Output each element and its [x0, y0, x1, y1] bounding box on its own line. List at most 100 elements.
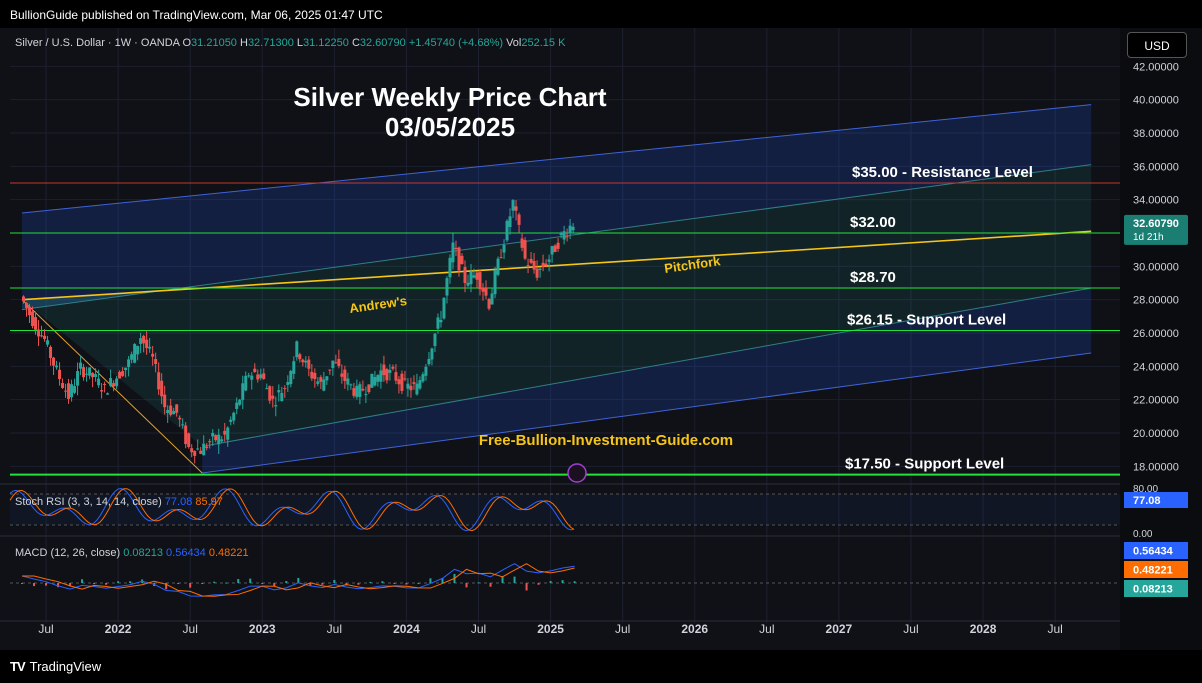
price-tick-label: 40.00000	[1133, 95, 1179, 107]
current-price-tag	[1124, 214, 1188, 245]
macd-histogram-bar	[525, 583, 528, 591]
candle-body	[475, 272, 479, 280]
event-marker-icon	[567, 463, 587, 483]
candle-body	[421, 374, 425, 382]
candle-body	[82, 367, 86, 378]
candle-body	[295, 341, 299, 358]
macd-histogram-bar	[369, 581, 372, 583]
candle-body	[28, 306, 32, 316]
candle-body	[331, 360, 335, 369]
candle-body	[148, 346, 152, 349]
candle-body	[442, 297, 446, 319]
watermark-text: Free-Bullion-Investment-Guide.com	[479, 432, 733, 449]
macd-histogram-bar	[321, 583, 324, 585]
candle-body	[79, 362, 83, 369]
candle-body	[169, 405, 173, 415]
candle-body	[544, 263, 548, 266]
price-tick-label: 26.00000	[1133, 328, 1179, 340]
chart-canvas[interactable]: Jul 2022 Jul 2023 Jul 2024 Jul 2025 Jul 2026 Jul 20…	[0, 28, 1202, 650]
candle-body	[298, 354, 302, 360]
stoch-legend: Stoch RSI (3, 3, 14, 14, close) 77.08 85…	[15, 496, 223, 508]
macd-histogram-bar	[261, 583, 264, 584]
candle-body	[202, 443, 206, 456]
macd-histogram-bar	[573, 581, 576, 583]
stoch-d-line	[9, 488, 575, 532]
candle-body	[493, 270, 497, 295]
candle-body	[274, 405, 278, 407]
tradingview-brand[interactable]: TV TradingView	[10, 659, 101, 674]
macd-histogram-bar	[129, 581, 132, 583]
candle-body	[208, 441, 212, 443]
candle-body	[112, 383, 116, 387]
candle-body	[301, 359, 305, 363]
stoch-value-tag	[1124, 492, 1188, 508]
candle-body	[22, 296, 26, 302]
candle-body	[235, 402, 239, 409]
price-tick-label: 20.00000	[1133, 428, 1179, 440]
candle-body	[313, 372, 317, 380]
publish-header: BullionGuide published on TradingView.co…	[0, 0, 1202, 28]
candle-body	[490, 293, 494, 305]
price-tick-label: 36.00000	[1133, 161, 1179, 173]
countdown-label: 1d 21h	[1133, 232, 1164, 243]
pitchfork-upper-line	[21, 104, 1092, 214]
candle-body	[64, 390, 68, 392]
macd-histogram-bar	[93, 583, 96, 585]
candle-body	[256, 374, 260, 380]
time-tick-label: 2024	[393, 622, 420, 636]
candle-body	[370, 373, 374, 388]
candle-body	[505, 220, 509, 241]
level-label: $17.50 - Support Level	[845, 456, 1004, 473]
candle-body	[193, 450, 197, 456]
price-tick-label: 34.00000	[1133, 195, 1179, 207]
macd-histogram-bar	[297, 577, 300, 583]
axis-layer: Jul 2022 Jul 2023 Jul 2024 Jul 2025 Jul 2026 Jul 20…	[0, 28, 1202, 650]
candle-body	[205, 446, 209, 448]
macd-histogram-bar	[285, 581, 288, 583]
candle-body	[394, 372, 398, 381]
candle-body	[232, 412, 236, 421]
level-label: $35.00 - Resistance Level	[852, 164, 1033, 181]
candle-body	[220, 439, 224, 442]
candle-body	[550, 246, 554, 255]
candle-body	[175, 404, 179, 413]
macd-histogram-bar	[405, 583, 408, 585]
level-label: $26.15 - Support Level	[847, 312, 1006, 329]
price-tick-label: 18.00000	[1133, 461, 1179, 473]
time-tick-label: 2025	[537, 622, 564, 636]
macd-histogram-bar	[105, 583, 108, 585]
candle-body	[304, 360, 308, 363]
candle-body	[145, 339, 149, 349]
time-tick-label: Jul	[183, 622, 198, 636]
candle-body	[130, 354, 134, 360]
macd-histogram-bar	[381, 581, 384, 583]
time-tick-label: 2026	[681, 622, 708, 636]
candle-body	[61, 383, 65, 388]
candle-body	[463, 267, 467, 283]
brand-label: TradingView	[29, 659, 102, 674]
candle-body	[559, 232, 563, 235]
pitchfork-upper-band	[22, 104, 1092, 310]
candle-body	[457, 247, 461, 271]
candle-body	[481, 287, 485, 292]
macd-histogram-bar	[237, 579, 240, 583]
candle-body	[424, 366, 428, 376]
macd-histogram-bar	[249, 578, 252, 583]
candle-body	[418, 380, 422, 389]
candle-body	[199, 450, 203, 454]
candle-body	[37, 329, 41, 337]
macd-histogram-bar	[501, 576, 504, 583]
macd-histogram-bar	[489, 583, 492, 587]
macd-histogram-bar	[561, 580, 564, 583]
level-label: $28.70	[850, 269, 896, 286]
candle-body	[241, 383, 245, 400]
candle-body	[58, 369, 62, 380]
macd-histogram-bar	[477, 582, 480, 584]
currency-button[interactable]: USD	[1127, 32, 1187, 58]
candle-body	[328, 369, 332, 371]
candle-body	[133, 343, 137, 363]
candle-body	[535, 268, 539, 278]
tradingview-logo-icon: TV	[10, 659, 26, 674]
candle-body	[349, 384, 353, 386]
macd-histogram-bar	[177, 583, 180, 584]
